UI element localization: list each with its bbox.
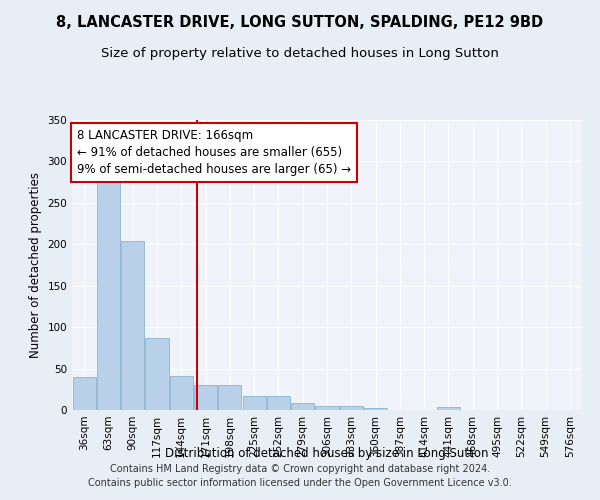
Bar bbox=[218, 385, 241, 410]
Y-axis label: Number of detached properties: Number of detached properties bbox=[29, 172, 42, 358]
Text: Distribution of detached houses by size in Long Sutton: Distribution of detached houses by size … bbox=[165, 448, 489, 460]
Bar bbox=[267, 396, 290, 410]
Text: Contains HM Land Registry data © Crown copyright and database right 2024.
Contai: Contains HM Land Registry data © Crown c… bbox=[88, 464, 512, 487]
Bar bbox=[291, 402, 314, 410]
Bar bbox=[97, 170, 120, 410]
Bar bbox=[121, 241, 144, 410]
Bar bbox=[242, 396, 266, 410]
Text: 8, LANCASTER DRIVE, LONG SUTTON, SPALDING, PE12 9BD: 8, LANCASTER DRIVE, LONG SUTTON, SPALDIN… bbox=[56, 15, 544, 30]
Bar bbox=[437, 406, 460, 410]
Bar bbox=[316, 406, 338, 410]
Text: Size of property relative to detached houses in Long Sutton: Size of property relative to detached ho… bbox=[101, 48, 499, 60]
Bar bbox=[340, 406, 363, 410]
Bar bbox=[194, 385, 217, 410]
Bar bbox=[170, 376, 193, 410]
Bar bbox=[364, 408, 387, 410]
Bar bbox=[73, 377, 95, 410]
Bar bbox=[145, 338, 169, 410]
Text: 8 LANCASTER DRIVE: 166sqm
← 91% of detached houses are smaller (655)
9% of semi-: 8 LANCASTER DRIVE: 166sqm ← 91% of detac… bbox=[77, 128, 351, 176]
